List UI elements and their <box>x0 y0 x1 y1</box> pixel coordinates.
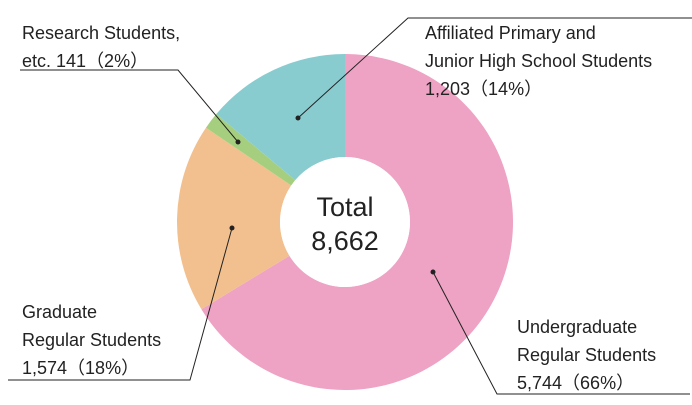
value-label: 141 <box>56 51 86 71</box>
slices <box>177 54 514 390</box>
percent-label: （2%） <box>86 51 148 71</box>
leader-dot <box>295 115 301 121</box>
leader-line <box>20 69 239 143</box>
category-label: Affiliated Primary and <box>425 23 596 43</box>
percent-label: （66%） <box>562 373 634 393</box>
category-label: Graduate <box>22 302 97 322</box>
category-label: Undergraduate <box>517 317 637 337</box>
donut-hole <box>280 157 410 287</box>
category-label: Regular Students <box>517 345 656 365</box>
leader-line <box>297 17 692 119</box>
slice-label: Graduate Regular Students 1,574（18%） <box>22 302 161 378</box>
percent-label: （18%） <box>67 358 139 378</box>
center-value: 8,662 <box>311 226 379 256</box>
slice-label: Undergraduate Regular Students 5,744（66%） <box>517 317 656 393</box>
leader-line <box>432 271 690 395</box>
leader-dot <box>235 139 241 145</box>
category-label: Research Students, <box>22 23 180 43</box>
leader-dot <box>229 225 235 231</box>
slice <box>205 114 296 186</box>
center-title: Total <box>316 192 373 222</box>
category-label: Regular Students <box>22 330 161 350</box>
slice <box>216 54 345 181</box>
value-label: 1,203 <box>425 79 470 99</box>
slice-label: Research Students, etc. 141（2%） <box>22 23 180 71</box>
slice <box>177 127 292 310</box>
value-label: 5,744 <box>517 373 562 393</box>
slice-label: Affiliated Primary and Junior High School… <box>425 23 652 99</box>
value-label: 1,574 <box>22 358 67 378</box>
leader-dot <box>430 269 436 275</box>
category-label: etc. <box>22 51 51 71</box>
percent-label: （14%） <box>470 79 542 99</box>
category-label: Junior High School Students <box>425 51 652 71</box>
slice <box>201 54 514 390</box>
leader-line <box>8 227 233 381</box>
